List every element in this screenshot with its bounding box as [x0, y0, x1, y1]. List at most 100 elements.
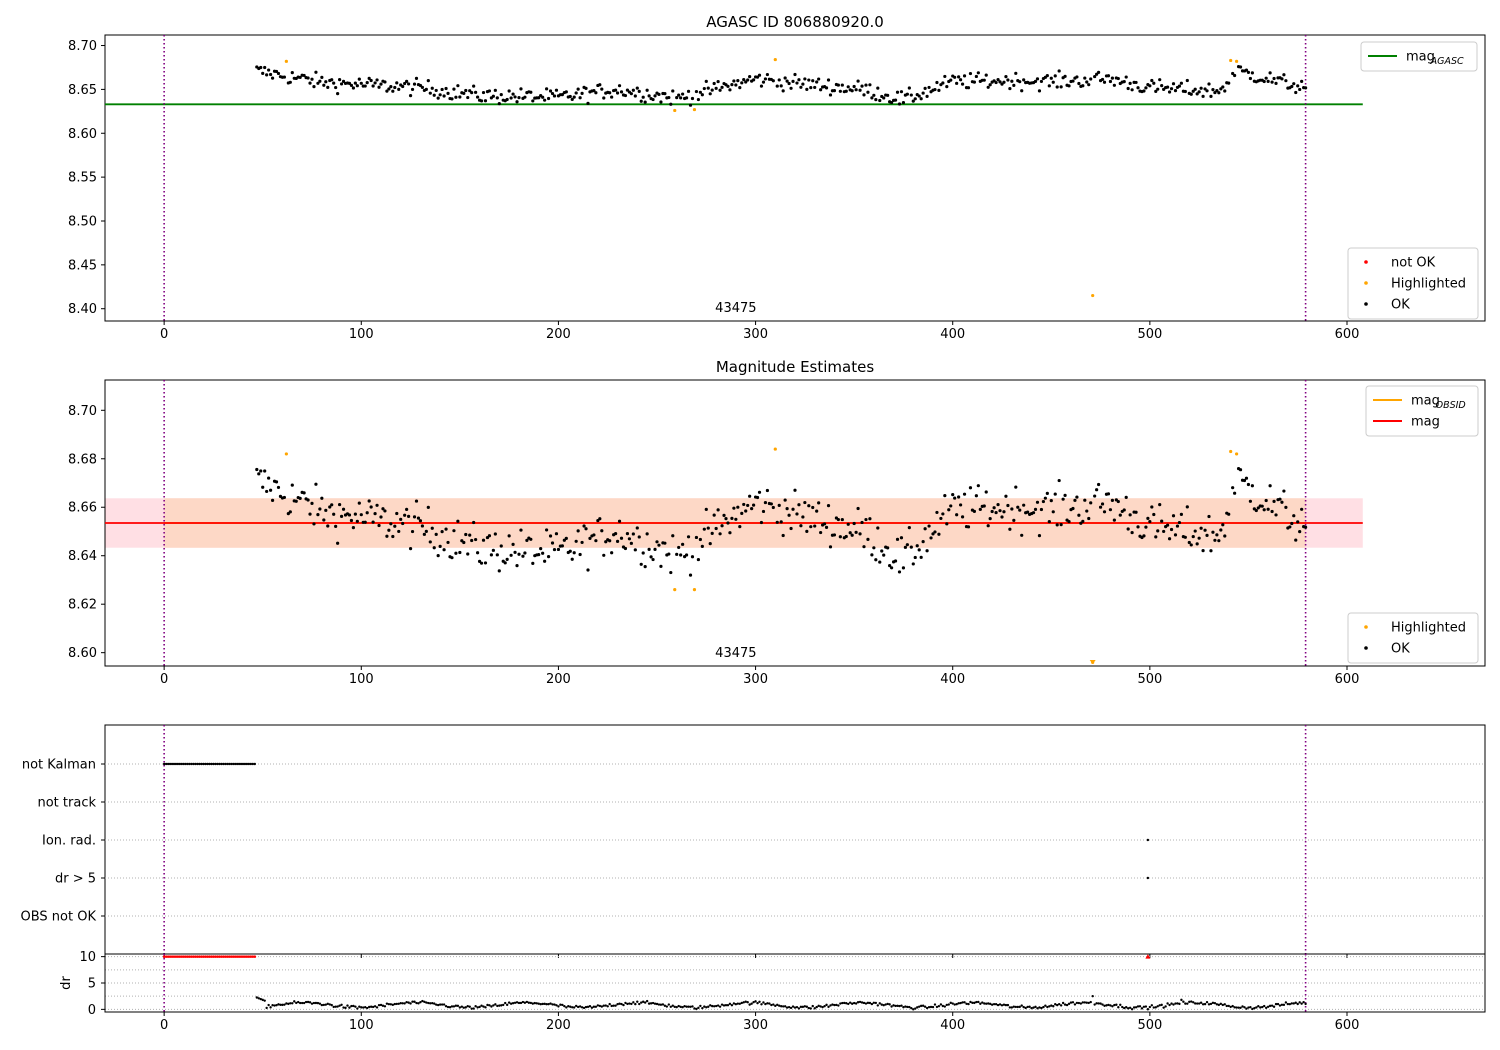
ok-point	[860, 520, 864, 525]
dr-point	[1142, 1005, 1146, 1008]
ok-point	[1063, 493, 1067, 497]
dr-point	[912, 1008, 915, 1011]
dr-point	[281, 1003, 284, 1007]
dr-point	[1207, 1003, 1211, 1006]
dr-capped-point	[231, 955, 235, 958]
ok-point	[314, 70, 318, 74]
ok-point	[651, 557, 655, 562]
dr-point	[362, 1006, 365, 1009]
ok-point	[1197, 90, 1201, 94]
dr-point	[935, 1005, 939, 1009]
dr-point	[764, 1002, 767, 1006]
ok-point	[945, 85, 949, 89]
dr-point	[919, 1004, 923, 1008]
ok-point	[584, 86, 588, 91]
dr-point	[957, 1002, 960, 1005]
dr-point	[598, 1004, 602, 1008]
ok-point	[1238, 468, 1243, 472]
ok-point	[341, 507, 346, 511]
ok-point	[1248, 76, 1252, 81]
flag-point	[218, 762, 221, 766]
dr-point	[379, 1003, 383, 1007]
ok-point	[1000, 82, 1004, 86]
dr-point	[1006, 1003, 1010, 1007]
ok-point	[744, 509, 748, 513]
ok-point	[907, 525, 911, 530]
dr-capped-point	[233, 955, 237, 958]
ok-point	[1169, 527, 1174, 532]
dr-point	[768, 1002, 771, 1005]
ok-point	[1250, 71, 1254, 75]
ok-point	[708, 92, 712, 96]
ok-point	[1195, 542, 1199, 546]
ok-point	[326, 85, 330, 90]
dr-point	[283, 1003, 286, 1006]
ok-point	[710, 88, 714, 92]
x-tick-label: 100	[349, 1018, 374, 1033]
ok-point	[407, 514, 411, 518]
ok-point	[302, 491, 306, 495]
ok-point	[1067, 520, 1071, 524]
ok-point	[472, 520, 476, 525]
ok-point	[594, 539, 598, 543]
ok-point	[1201, 94, 1205, 98]
dr-point	[1249, 1006, 1252, 1009]
dr-point	[750, 1002, 753, 1005]
dr-point	[738, 1002, 741, 1006]
ok-point	[387, 87, 391, 91]
ok-point	[868, 517, 872, 521]
ok-point	[1039, 79, 1044, 84]
ok-point	[1158, 503, 1162, 507]
dr-point	[413, 1000, 416, 1003]
dr-point	[1276, 1002, 1280, 1006]
dr-point	[760, 1003, 763, 1006]
dr-point	[1136, 1005, 1140, 1008]
dr-point	[1290, 1002, 1294, 1005]
dr-point	[655, 1002, 659, 1006]
flag-point	[166, 762, 170, 766]
dr-point	[683, 1004, 686, 1008]
dr-point	[1217, 1003, 1221, 1007]
flag-point	[194, 762, 197, 766]
ok-point	[426, 79, 430, 83]
dr-point	[1255, 1006, 1258, 1009]
ok-point	[509, 96, 513, 100]
y-tick-label: 8.45	[68, 258, 97, 273]
ok-point	[1055, 85, 1059, 89]
ok-point	[623, 546, 628, 551]
dr-point	[496, 1004, 499, 1008]
highlighted-point	[673, 108, 677, 113]
ok-point	[1264, 498, 1268, 503]
ok-point	[410, 87, 415, 92]
ok-point	[657, 92, 661, 96]
ok-point	[1018, 508, 1022, 512]
ok-point	[1211, 88, 1215, 92]
dr-point	[781, 1005, 785, 1008]
ok-point	[996, 502, 1000, 507]
ok-point	[619, 536, 624, 540]
obsid-label: 43475	[715, 646, 756, 661]
ok-point	[543, 98, 547, 102]
dr-point	[770, 1003, 773, 1007]
flag-point	[168, 762, 172, 766]
ok-point	[925, 94, 929, 98]
ok-point	[1077, 81, 1081, 86]
ok-point	[353, 81, 357, 85]
ok-point	[1282, 73, 1286, 77]
ok-point	[1250, 484, 1254, 488]
ok-point	[686, 535, 691, 539]
dr-point	[801, 1005, 805, 1009]
ok-point	[479, 561, 484, 565]
ok-point	[1227, 512, 1231, 516]
dr-point	[261, 998, 264, 1002]
ok-point	[474, 537, 478, 542]
ok-point	[1004, 75, 1008, 79]
dr-point	[927, 1005, 931, 1009]
ok-point	[828, 93, 833, 97]
dr-capped-point	[210, 955, 213, 958]
dr-point	[703, 1005, 706, 1008]
ok-point	[1122, 508, 1126, 512]
ok-point	[572, 95, 576, 99]
ok-point	[734, 83, 738, 87]
ok-point	[1047, 520, 1051, 524]
